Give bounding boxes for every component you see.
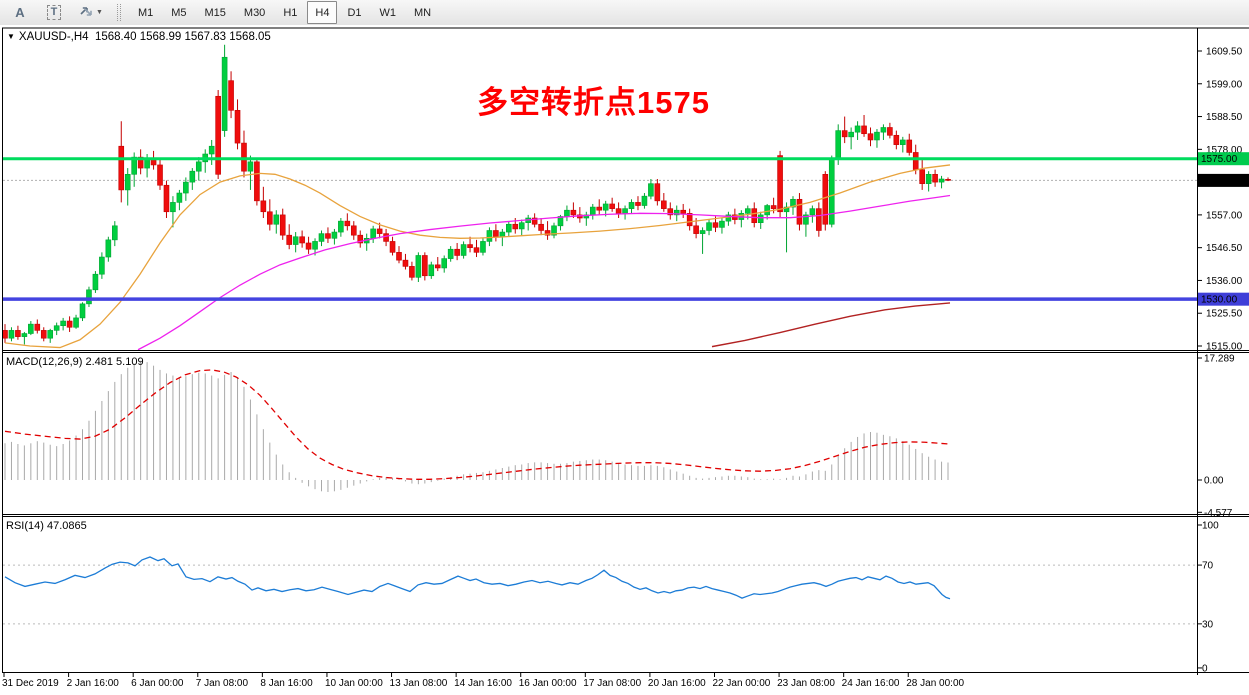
- rsi-axis-label: 30: [1202, 619, 1214, 630]
- time-axis-label: 24 Jan 16:00: [842, 678, 900, 689]
- chevron-down-icon: ▼: [96, 9, 103, 16]
- timeframe-button-h4[interactable]: H4: [307, 1, 338, 24]
- price-axis-label: 1536.00: [1206, 276, 1243, 287]
- rsi-axis-label: 0: [1202, 663, 1208, 674]
- ohlc-values: 1568.40 1568.99 1567.83 1568.05: [94, 31, 271, 43]
- price-axis-label: 1557.00: [1206, 210, 1243, 221]
- timeframe-button-m5[interactable]: M5: [171, 6, 187, 19]
- support-price-chip-text: 1530.00: [1201, 295, 1238, 306]
- price-axis-label: 1599.00: [1206, 79, 1243, 90]
- timeframe-button-m1[interactable]: M1: [137, 6, 154, 19]
- price-axis-label: 1515.00: [1206, 342, 1243, 353]
- arrows-tool-icon: [78, 4, 93, 21]
- time-axis-label: 6 Jan 00:00: [131, 678, 184, 689]
- time-axis-label: 14 Jan 16:00: [454, 678, 512, 689]
- chart-dropdown-icon[interactable]: ▼: [7, 32, 15, 41]
- timeframe-button-d1[interactable]: D1: [347, 6, 362, 19]
- current-price-chip: [1198, 173, 1249, 187]
- time-axis-label: 31 Dec 2019: [2, 678, 59, 689]
- chart-annotation-text: 多空转折点1575: [477, 85, 710, 120]
- chart-canvas[interactable]: 1609.501599.001588.501578.001567.501557.…: [0, 25, 1249, 695]
- ma-fast-line: [4, 164, 951, 349]
- timeframe-button-group: M1 M5 M15 M30 H1 H4 D1 W1 MN: [129, 1, 440, 24]
- macd-indicator-label: MACD(12,26,9) 2.481 5.109: [6, 356, 144, 368]
- candles-layer: [2, 44, 951, 345]
- price-axis-label: 1546.50: [1206, 243, 1243, 254]
- time-axis-label: 8 Jan 16:00: [260, 678, 313, 689]
- time-axis-label: 16 Jan 00:00: [519, 678, 577, 689]
- timeframe-button-m30[interactable]: M30: [243, 6, 266, 19]
- time-axis-label: 17 Jan 08:00: [583, 678, 641, 689]
- rsi-line: [4, 556, 951, 600]
- time-axis-label: 22 Jan 00:00: [712, 678, 770, 689]
- macd-axis-label: 17.289: [1204, 353, 1235, 364]
- time-axis-label: 10 Jan 00:00: [325, 678, 383, 689]
- macd-axis-label: -4.577: [1204, 508, 1233, 519]
- text-box-tool-icon: T: [46, 5, 62, 20]
- symbol-period-label: XAUUSD-,H4: [18, 31, 89, 43]
- time-axis-label: 2 Jan 16:00: [67, 678, 120, 689]
- toolbar-separator: [116, 4, 121, 21]
- rsi-axis-label: 70: [1202, 561, 1214, 572]
- price-axis-label: 1578.00: [1206, 145, 1243, 156]
- support-price-chip: [1198, 292, 1249, 306]
- macd-axis-label: 0.00: [1204, 476, 1224, 487]
- timeframe-button-mn[interactable]: MN: [414, 6, 432, 19]
- arrows-tool-button[interactable]: ▼: [74, 2, 107, 23]
- price-axis-label: 1609.50: [1206, 47, 1243, 58]
- chart-title: ▼ XAUUSD-,H4 1568.40 1568.99 1567.83 1568…: [7, 31, 271, 43]
- macd-signal-line: [4, 369, 949, 480]
- time-axis-label: 7 Jan 08:00: [196, 678, 249, 689]
- chart-toolbar: A T ▼ M1 M5 M15 M30 H1 H4 D1 W1 MN: [0, 0, 1249, 26]
- timeframe-button-m15[interactable]: M15: [204, 6, 226, 19]
- chart-area[interactable]: 1609.501599.001588.501578.001567.501557.…: [0, 25, 1249, 695]
- rsi-indicator-label: RSI(14) 47.0865: [6, 520, 87, 532]
- time-axis-label: 23 Jan 08:00: [777, 678, 835, 689]
- price-axis-label: 1588.50: [1206, 112, 1243, 123]
- current-price-chip-text: 1568.05: [1201, 176, 1238, 187]
- text-label-tool-icon: A: [15, 5, 25, 20]
- text-box-tool-button[interactable]: T: [40, 2, 68, 23]
- time-axis-label: 13 Jan 08:00: [390, 678, 448, 689]
- timeframe-button-h1[interactable]: H1: [283, 6, 298, 19]
- resistance-price-chip: [1198, 152, 1249, 166]
- timeframe-button-w1[interactable]: W1: [379, 6, 397, 19]
- rsi-axis-label: 100: [1202, 521, 1219, 532]
- macd-histogram: [4, 360, 949, 492]
- time-axis-label: 28 Jan 00:00: [906, 678, 964, 689]
- ma-slow-line: [137, 194, 951, 351]
- ma-long-line: [711, 302, 951, 348]
- time-axis-label: 20 Jan 16:00: [648, 678, 706, 689]
- price-axis-label: 1525.50: [1206, 309, 1243, 320]
- text-label-tool-button[interactable]: A: [6, 2, 34, 23]
- resistance-price-chip-text: 1575.00: [1201, 154, 1238, 165]
